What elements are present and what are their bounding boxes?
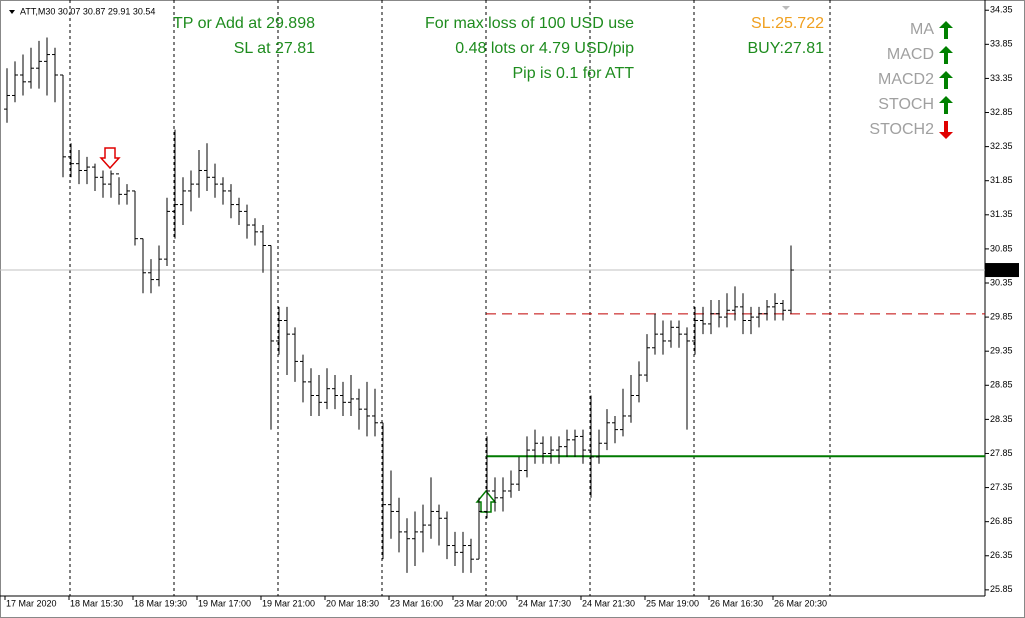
- y-tick-label: 33.85: [990, 39, 1013, 49]
- y-tick-label: 27.85: [990, 448, 1013, 458]
- info-text: 0.48 lots or 4.79 USD/pip: [455, 40, 634, 57]
- indicator-name: STOCH2: [869, 121, 934, 138]
- y-tick-label: 32.85: [990, 107, 1013, 117]
- y-tick-label: 31.35: [990, 209, 1013, 219]
- y-tick-label: 28.85: [990, 380, 1013, 390]
- header-icon: [9, 10, 15, 14]
- y-tick-label: 26.35: [990, 550, 1013, 560]
- indicator-arrow: [939, 21, 953, 39]
- x-tick-label: 23 Mar 16:00: [390, 598, 443, 608]
- y-tick-label: 31.85: [990, 175, 1013, 185]
- x-tick-label: 17 Mar 2020: [6, 598, 57, 608]
- x-tick-label: 26 Mar 16:30: [710, 598, 763, 608]
- y-tick-label: 32.35: [990, 141, 1013, 151]
- info-text: For max loss of 100 USD use: [425, 15, 634, 32]
- x-tick-label: 25 Mar 19:00: [646, 598, 699, 608]
- y-tick-label: 34.35: [990, 5, 1013, 15]
- y-tick-label: 27.35: [990, 482, 1013, 492]
- y-tick-label: 29.35: [990, 346, 1013, 356]
- y-tick-label: 30.85: [990, 243, 1013, 253]
- info-text: Pip is 0.1 for ATT: [512, 65, 634, 82]
- indicator-arrow: [939, 121, 953, 139]
- x-tick-label: 19 Mar 17:00: [198, 598, 251, 608]
- last-price-label: 30.54: [988, 264, 1011, 274]
- indicator-name: MACD2: [878, 71, 934, 88]
- x-tick-label: 23 Mar 20:00: [454, 598, 507, 608]
- sell-signal-arrow: [99, 147, 121, 170]
- chart-header: ATT,M30 30.07 30.87 29.91 30.54: [20, 6, 155, 16]
- indicator-arrow: [939, 46, 953, 64]
- info-text: TP or Add at 29.898: [173, 15, 315, 32]
- x-tick-label: 20 Mar 18:30: [326, 598, 379, 608]
- y-tick-label: 33.35: [990, 73, 1013, 83]
- y-tick-label: 28.35: [990, 414, 1013, 424]
- indicator-arrow: [939, 71, 953, 89]
- x-tick-label: 26 Mar 20:30: [774, 598, 827, 608]
- info-text: SL:25.722: [751, 15, 824, 32]
- x-tick-label: 19 Mar 21:00: [262, 598, 315, 608]
- y-tick-label: 30.35: [990, 277, 1013, 287]
- x-tick-label: 24 Mar 21:30: [582, 598, 635, 608]
- indicator-name: MA: [910, 21, 934, 38]
- x-tick-label: 24 Mar 17:30: [518, 598, 571, 608]
- buy-signal-arrow: [475, 489, 497, 513]
- y-tick-label: 25.85: [990, 584, 1013, 594]
- y-tick-label: 26.85: [990, 516, 1013, 526]
- indicator-name: STOCH: [878, 96, 934, 113]
- x-tick-label: 18 Mar 19:30: [134, 598, 187, 608]
- last-price-box: [985, 263, 1019, 278]
- y-tick-label: 29.85: [990, 311, 1013, 321]
- info-text: SL at 27.81: [234, 40, 315, 57]
- indicator-name: MACD: [887, 46, 934, 63]
- info-text: BUY:27.81: [748, 40, 825, 57]
- indicator-arrow: [939, 96, 953, 114]
- marker: [782, 6, 790, 10]
- x-tick-label: 18 Mar 15:30: [70, 598, 123, 608]
